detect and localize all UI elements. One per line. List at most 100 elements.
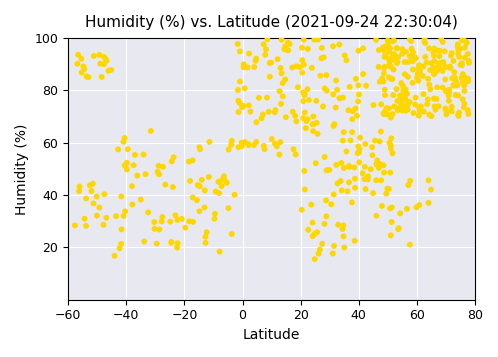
- Point: [385, 49, 393, 55]
- Point: [423, 60, 431, 65]
- Point: [100, 54, 108, 60]
- Point: [390, 104, 398, 109]
- Point: [390, 51, 398, 57]
- Point: [309, 128, 317, 134]
- Point: [353, 113, 361, 119]
- Point: [86, 182, 94, 188]
- Point: [266, 60, 274, 66]
- Point: [442, 64, 450, 70]
- Point: [321, 154, 329, 160]
- Title: Humidity (%) vs. Latitude (2021-09-24 22:30:04): Humidity (%) vs. Latitude (2021-09-24 22…: [85, 15, 458, 30]
- Point: [455, 113, 463, 119]
- Point: [169, 154, 177, 160]
- Point: [340, 233, 348, 239]
- Point: [453, 82, 461, 88]
- Point: [433, 85, 441, 90]
- Point: [311, 256, 319, 262]
- Point: [82, 223, 90, 228]
- Point: [464, 78, 472, 84]
- Point: [430, 52, 438, 58]
- Point: [323, 88, 331, 94]
- Point: [439, 68, 447, 74]
- Point: [413, 75, 421, 81]
- Point: [344, 188, 352, 194]
- Point: [304, 227, 312, 233]
- Point: [238, 143, 246, 149]
- Point: [332, 77, 340, 83]
- Point: [351, 185, 359, 191]
- Point: [333, 87, 341, 93]
- Point: [379, 111, 387, 116]
- Point: [345, 107, 353, 113]
- Point: [150, 219, 158, 225]
- Point: [279, 80, 287, 86]
- Point: [424, 76, 432, 82]
- Point: [83, 74, 91, 79]
- Point: [432, 65, 440, 70]
- Point: [252, 56, 260, 61]
- Point: [460, 88, 468, 94]
- Point: [364, 177, 372, 182]
- Point: [322, 72, 330, 78]
- Point: [275, 152, 283, 157]
- Point: [420, 109, 428, 114]
- Point: [347, 138, 355, 144]
- Point: [338, 187, 346, 193]
- Point: [198, 177, 206, 183]
- Point: [271, 107, 279, 113]
- Point: [118, 193, 125, 199]
- Point: [236, 100, 244, 106]
- Point: [398, 104, 406, 109]
- Point: [421, 54, 429, 60]
- Point: [380, 65, 388, 71]
- Point: [196, 183, 204, 189]
- Point: [400, 59, 408, 65]
- Point: [205, 174, 213, 180]
- Point: [268, 136, 276, 142]
- Point: [362, 83, 370, 89]
- Point: [289, 146, 297, 152]
- Point: [411, 102, 419, 107]
- Point: [449, 58, 457, 64]
- Point: [373, 158, 381, 164]
- Point: [81, 216, 89, 222]
- Point: [455, 110, 463, 115]
- Point: [245, 51, 253, 56]
- Point: [390, 38, 398, 44]
- Point: [439, 85, 447, 91]
- Point: [442, 108, 450, 114]
- Point: [436, 48, 444, 54]
- Point: [394, 54, 402, 60]
- Point: [228, 138, 236, 144]
- Point: [221, 178, 229, 184]
- Point: [103, 58, 111, 64]
- Point: [448, 75, 456, 81]
- Point: [409, 110, 417, 116]
- Point: [400, 93, 408, 99]
- Point: [378, 76, 386, 81]
- Point: [388, 38, 396, 44]
- Point: [421, 35, 429, 41]
- Point: [439, 39, 447, 45]
- Point: [458, 37, 466, 43]
- Point: [442, 111, 450, 117]
- Point: [202, 240, 210, 246]
- Point: [361, 176, 369, 182]
- Point: [384, 56, 392, 62]
- Point: [376, 79, 384, 85]
- Point: [460, 105, 468, 110]
- Point: [313, 120, 321, 126]
- Point: [300, 168, 308, 174]
- Point: [460, 101, 468, 107]
- Point: [415, 106, 423, 111]
- Point: [432, 96, 440, 102]
- Point: [368, 144, 376, 150]
- Point: [128, 202, 136, 207]
- Point: [423, 101, 431, 107]
- Point: [457, 62, 465, 68]
- Point: [234, 41, 242, 47]
- Point: [409, 50, 417, 55]
- Point: [137, 197, 145, 202]
- Point: [173, 245, 181, 251]
- Point: [367, 166, 375, 172]
